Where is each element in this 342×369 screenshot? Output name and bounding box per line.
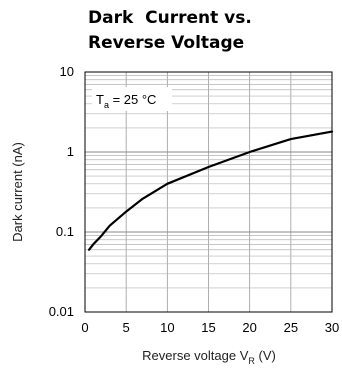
annotation-subscript: a	[104, 100, 109, 110]
x-axis-label-subscript: R	[248, 356, 255, 366]
x-tick-label: 15	[201, 320, 215, 335]
x-tick-label: 25	[284, 320, 298, 335]
x-axis-label-unit: (V)	[255, 348, 276, 363]
plot-area-frame	[84, 71, 333, 313]
annotation-value: = 25 °C	[109, 92, 156, 107]
x-tick-label: 10	[160, 320, 174, 335]
y-tick-label: 1	[67, 144, 74, 159]
x-tick-label: 20	[242, 320, 256, 335]
x-axis-label-text: Reverse voltage V	[142, 348, 249, 363]
y-axis-tick-labels: 0.01 0.1 1 10	[49, 64, 74, 319]
chart-title: Dark Current vs. Reverse Voltage	[88, 6, 338, 56]
x-axis-tick-labels: 0 5 10 15 20 25 30	[81, 320, 339, 335]
series-line	[87, 130, 334, 251]
annotation-background	[92, 87, 172, 111]
y-tick-label: 10	[60, 64, 74, 79]
x-tick-label: 5	[123, 320, 130, 335]
chart-title-line-2: Reverse Voltage	[88, 33, 245, 53]
y-axis-label: Dark current (nA)	[10, 142, 25, 242]
x-axis-label: Reverse voltage VR (V)	[142, 348, 276, 366]
temperature-annotation: Ta = 25 °C	[96, 92, 156, 110]
annotation-symbol: T	[96, 92, 104, 107]
x-tick-label: 30	[325, 320, 339, 335]
y-tick-label: 0.01	[49, 304, 74, 319]
x-tick-label: 0	[81, 320, 88, 335]
y-tick-label: 0.1	[56, 224, 74, 239]
grid-lines	[85, 72, 332, 312]
chart-title-line-1: Dark Current vs.	[88, 8, 252, 28]
